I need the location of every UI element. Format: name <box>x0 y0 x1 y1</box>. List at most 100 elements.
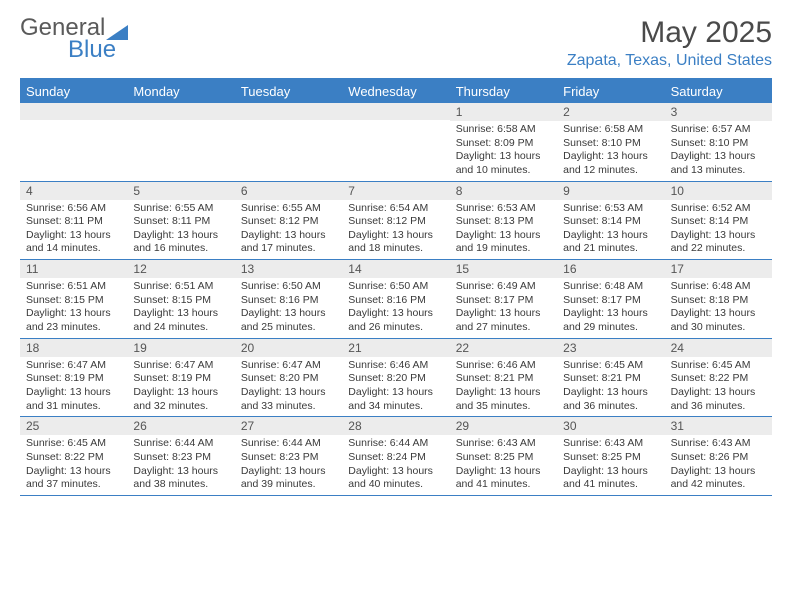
daylight-text: Daylight: 13 hours and 31 minutes. <box>26 386 121 413</box>
date-number: 13 <box>235 260 342 278</box>
sunset-text: Sunset: 8:20 PM <box>241 372 336 386</box>
day-details: Sunrise: 6:50 AMSunset: 8:16 PMDaylight:… <box>235 278 342 338</box>
calendar-cell: 22Sunrise: 6:46 AMSunset: 8:21 PMDayligh… <box>450 339 557 417</box>
sunrise-text: Sunrise: 6:58 AM <box>563 123 658 137</box>
calendar-cell <box>342 103 449 181</box>
sunset-text: Sunset: 8:19 PM <box>26 372 121 386</box>
day-details: Sunrise: 6:48 AMSunset: 8:18 PMDaylight:… <box>665 278 772 338</box>
date-number <box>342 103 449 120</box>
date-number: 28 <box>342 417 449 435</box>
day-details: Sunrise: 6:43 AMSunset: 8:25 PMDaylight:… <box>450 435 557 495</box>
day-details <box>127 120 234 125</box>
date-number: 29 <box>450 417 557 435</box>
day-details: Sunrise: 6:46 AMSunset: 8:20 PMDaylight:… <box>342 357 449 417</box>
sunrise-text: Sunrise: 6:50 AM <box>348 280 443 294</box>
sunrise-text: Sunrise: 6:47 AM <box>26 359 121 373</box>
title-block: May 2025 Zapata, Texas, United States <box>567 16 772 70</box>
date-number: 18 <box>20 339 127 357</box>
calendar-cell: 26Sunrise: 6:44 AMSunset: 8:23 PMDayligh… <box>127 417 234 495</box>
day-details: Sunrise: 6:54 AMSunset: 8:12 PMDaylight:… <box>342 200 449 260</box>
daylight-text: Daylight: 13 hours and 36 minutes. <box>563 386 658 413</box>
daylight-text: Daylight: 13 hours and 40 minutes. <box>348 465 443 492</box>
day-details: Sunrise: 6:55 AMSunset: 8:11 PMDaylight:… <box>127 200 234 260</box>
calendar-cell: 10Sunrise: 6:52 AMSunset: 8:14 PMDayligh… <box>665 182 772 260</box>
calendar-cell: 3Sunrise: 6:57 AMSunset: 8:10 PMDaylight… <box>665 103 772 181</box>
date-number: 15 <box>450 260 557 278</box>
day-header-tuesday: Tuesday <box>235 80 342 103</box>
sunrise-text: Sunrise: 6:51 AM <box>26 280 121 294</box>
sunrise-text: Sunrise: 6:43 AM <box>671 437 766 451</box>
date-number <box>127 103 234 120</box>
sunset-text: Sunset: 8:09 PM <box>456 137 551 151</box>
date-number: 5 <box>127 182 234 200</box>
sunrise-text: Sunrise: 6:54 AM <box>348 202 443 216</box>
date-number: 3 <box>665 103 772 121</box>
date-number: 1 <box>450 103 557 121</box>
date-number: 21 <box>342 339 449 357</box>
sunset-text: Sunset: 8:12 PM <box>241 215 336 229</box>
sunrise-text: Sunrise: 6:53 AM <box>456 202 551 216</box>
calendar-cell: 31Sunrise: 6:43 AMSunset: 8:26 PMDayligh… <box>665 417 772 495</box>
day-details: Sunrise: 6:45 AMSunset: 8:21 PMDaylight:… <box>557 357 664 417</box>
date-number: 12 <box>127 260 234 278</box>
calendar-cell: 9Sunrise: 6:53 AMSunset: 8:14 PMDaylight… <box>557 182 664 260</box>
week-row: 11Sunrise: 6:51 AMSunset: 8:15 PMDayligh… <box>20 260 772 339</box>
logo: GeneralBlue <box>20 16 128 62</box>
date-number: 16 <box>557 260 664 278</box>
daylight-text: Daylight: 13 hours and 14 minutes. <box>26 229 121 256</box>
day-header-row: Sunday Monday Tuesday Wednesday Thursday… <box>20 80 772 103</box>
daylight-text: Daylight: 13 hours and 42 minutes. <box>671 465 766 492</box>
sunset-text: Sunset: 8:11 PM <box>133 215 228 229</box>
sunset-text: Sunset: 8:17 PM <box>563 294 658 308</box>
day-details: Sunrise: 6:44 AMSunset: 8:24 PMDaylight:… <box>342 435 449 495</box>
sunrise-text: Sunrise: 6:44 AM <box>348 437 443 451</box>
daylight-text: Daylight: 13 hours and 21 minutes. <box>563 229 658 256</box>
sunset-text: Sunset: 8:14 PM <box>563 215 658 229</box>
calendar-cell: 23Sunrise: 6:45 AMSunset: 8:21 PMDayligh… <box>557 339 664 417</box>
date-number: 14 <box>342 260 449 278</box>
sunrise-text: Sunrise: 6:49 AM <box>456 280 551 294</box>
date-number: 10 <box>665 182 772 200</box>
sunset-text: Sunset: 8:25 PM <box>456 451 551 465</box>
date-number: 19 <box>127 339 234 357</box>
sunset-text: Sunset: 8:26 PM <box>671 451 766 465</box>
calendar-cell: 12Sunrise: 6:51 AMSunset: 8:15 PMDayligh… <box>127 260 234 338</box>
calendar-cell: 16Sunrise: 6:48 AMSunset: 8:17 PMDayligh… <box>557 260 664 338</box>
day-details: Sunrise: 6:51 AMSunset: 8:15 PMDaylight:… <box>20 278 127 338</box>
sunset-text: Sunset: 8:13 PM <box>456 215 551 229</box>
daylight-text: Daylight: 13 hours and 17 minutes. <box>241 229 336 256</box>
sunset-text: Sunset: 8:15 PM <box>26 294 121 308</box>
sunrise-text: Sunrise: 6:58 AM <box>456 123 551 137</box>
sunrise-text: Sunrise: 6:46 AM <box>348 359 443 373</box>
calendar-cell: 18Sunrise: 6:47 AMSunset: 8:19 PMDayligh… <box>20 339 127 417</box>
calendar-cell: 4Sunrise: 6:56 AMSunset: 8:11 PMDaylight… <box>20 182 127 260</box>
sunrise-text: Sunrise: 6:45 AM <box>26 437 121 451</box>
day-details: Sunrise: 6:51 AMSunset: 8:15 PMDaylight:… <box>127 278 234 338</box>
daylight-text: Daylight: 13 hours and 22 minutes. <box>671 229 766 256</box>
daylight-text: Daylight: 13 hours and 29 minutes. <box>563 307 658 334</box>
daylight-text: Daylight: 13 hours and 38 minutes. <box>133 465 228 492</box>
sunset-text: Sunset: 8:20 PM <box>348 372 443 386</box>
calendar-cell: 15Sunrise: 6:49 AMSunset: 8:17 PMDayligh… <box>450 260 557 338</box>
calendar-cell: 6Sunrise: 6:55 AMSunset: 8:12 PMDaylight… <box>235 182 342 260</box>
day-header-thursday: Thursday <box>450 80 557 103</box>
day-header-monday: Monday <box>127 80 234 103</box>
calendar-cell: 19Sunrise: 6:47 AMSunset: 8:19 PMDayligh… <box>127 339 234 417</box>
day-details: Sunrise: 6:47 AMSunset: 8:19 PMDaylight:… <box>127 357 234 417</box>
day-header-wednesday: Wednesday <box>342 80 449 103</box>
sunset-text: Sunset: 8:25 PM <box>563 451 658 465</box>
week-row: 18Sunrise: 6:47 AMSunset: 8:19 PMDayligh… <box>20 339 772 418</box>
header: GeneralBlue May 2025 Zapata, Texas, Unit… <box>20 16 772 70</box>
sunrise-text: Sunrise: 6:48 AM <box>671 280 766 294</box>
sunrise-text: Sunrise: 6:47 AM <box>241 359 336 373</box>
date-number: 11 <box>20 260 127 278</box>
sunrise-text: Sunrise: 6:46 AM <box>456 359 551 373</box>
day-details: Sunrise: 6:47 AMSunset: 8:19 PMDaylight:… <box>20 357 127 417</box>
day-details: Sunrise: 6:58 AMSunset: 8:09 PMDaylight:… <box>450 121 557 181</box>
sunset-text: Sunset: 8:19 PM <box>133 372 228 386</box>
month-title: May 2025 <box>567 16 772 50</box>
calendar-cell <box>127 103 234 181</box>
calendar-cell: 1Sunrise: 6:58 AMSunset: 8:09 PMDaylight… <box>450 103 557 181</box>
sunset-text: Sunset: 8:17 PM <box>456 294 551 308</box>
sunset-text: Sunset: 8:22 PM <box>26 451 121 465</box>
